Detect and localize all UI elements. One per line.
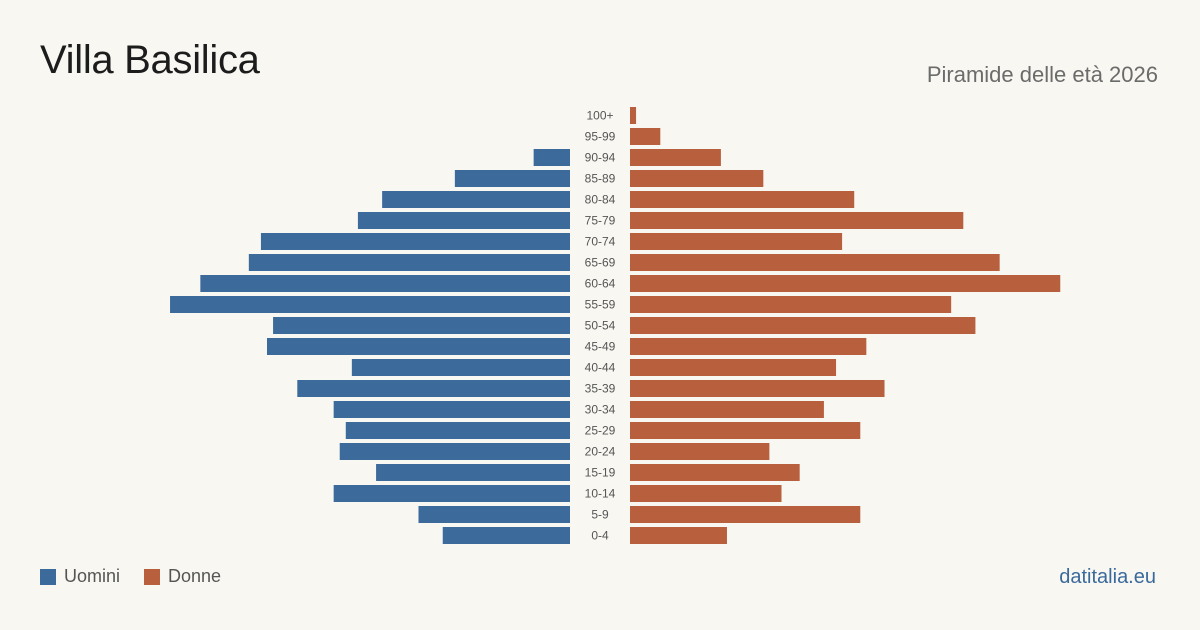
bar-men-85-89 [454, 170, 570, 187]
legend-swatch-men [40, 568, 56, 585]
bar-men-90-94 [533, 149, 570, 166]
bar-women-65-69 [630, 254, 1000, 271]
bar-women-85-89 [630, 170, 764, 187]
age-tick-label: 10-14 [585, 487, 616, 501]
bar-men-35-39 [297, 380, 570, 397]
age-tick-label: 15-19 [585, 466, 616, 480]
bar-women-60-64 [630, 275, 1061, 292]
legend: Uomini Donne [40, 566, 221, 587]
bar-women-75-79 [630, 212, 964, 229]
bar-women-25-29 [630, 422, 861, 439]
age-tick-label: 25-29 [585, 424, 616, 438]
bar-men-75-79 [357, 212, 570, 229]
bar-women-45-49 [630, 338, 867, 355]
age-tick-label: 0-4 [591, 529, 609, 543]
bar-men-30-34 [333, 401, 570, 418]
legend-item-men: Uomini [40, 566, 120, 587]
bar-women-40-44 [630, 359, 837, 376]
age-tick-label: 70-74 [585, 235, 616, 249]
age-tick-label: 40-44 [585, 361, 616, 375]
bar-women-15-19 [630, 464, 800, 481]
bar-men-65-69 [248, 254, 570, 271]
age-tick-label: 75-79 [585, 214, 616, 228]
bar-men-80-84 [382, 191, 570, 208]
bar-men-0-4 [442, 527, 570, 544]
age-tick-label: 100+ [586, 109, 613, 123]
age-tick-label: 30-34 [585, 403, 616, 417]
bar-men-15-19 [376, 464, 570, 481]
bar-men-5-9 [418, 506, 570, 523]
bar-men-70-74 [260, 233, 570, 250]
bar-women-50-54 [630, 317, 976, 334]
bar-women-30-34 [630, 401, 824, 418]
bar-women-5-9 [630, 506, 861, 523]
bar-women-95-99 [630, 128, 661, 145]
page-title: Villa Basilica [40, 38, 260, 82]
bar-women-90-94 [630, 149, 721, 166]
bar-women-70-74 [630, 233, 843, 250]
bar-men-60-64 [200, 275, 570, 292]
bar-women-55-59 [630, 296, 952, 313]
bar-men-55-59 [170, 296, 571, 313]
legend-item-women: Donne [144, 566, 221, 587]
legend-label-men: Uomini [64, 566, 121, 586]
bar-women-100+ [630, 107, 637, 124]
age-tick-label: 65-69 [585, 256, 616, 270]
bar-men-25-29 [345, 422, 570, 439]
legend-swatch-women [144, 568, 161, 585]
bar-men-10-14 [333, 485, 570, 502]
age-tick-label: 55-59 [585, 298, 616, 312]
age-tick-label: 45-49 [585, 340, 616, 354]
age-tick-label: 95-99 [585, 130, 616, 144]
bar-women-20-24 [630, 443, 770, 460]
age-tick-label: 90-94 [585, 151, 616, 165]
age-tick-label: 20-24 [585, 445, 616, 459]
age-tick-label: 80-84 [585, 193, 616, 207]
age-tick-label: 5-9 [591, 508, 609, 522]
bar-men-45-49 [267, 338, 570, 355]
bar-men-40-44 [351, 359, 570, 376]
bar-men-20-24 [339, 443, 570, 460]
chart-subtitle: Piramide delle età 2026 [926, 62, 1158, 87]
age-tick-label: 60-64 [585, 277, 616, 291]
legend-label-women: Donne [168, 566, 222, 586]
bar-women-0-4 [630, 527, 727, 544]
age-tick-label: 85-89 [585, 172, 616, 186]
bar-women-10-14 [630, 485, 782, 502]
age-tick-label: 35-39 [585, 382, 616, 396]
bar-women-80-84 [630, 191, 855, 208]
source-link[interactable]: datitalia.eu [1059, 566, 1156, 588]
bar-men-50-54 [273, 317, 570, 334]
age-tick-label: 50-54 [585, 319, 616, 333]
bar-women-35-39 [630, 380, 885, 397]
